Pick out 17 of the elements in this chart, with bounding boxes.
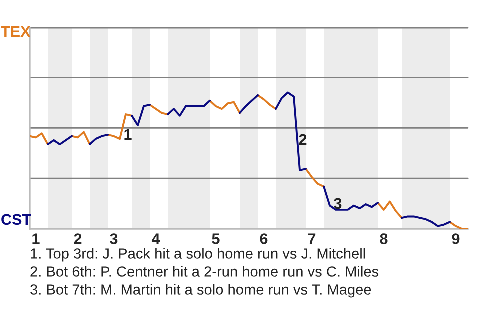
text: 2. Bot 6th: P. Centner hit a 2-run home run vs C. Miles xyxy=(30,266,379,277)
x-tick-label: 5 xyxy=(212,234,220,244)
text: TEX xyxy=(1,26,31,37)
x-tick-label: 4 xyxy=(152,234,160,244)
x-tick-label: 9 xyxy=(452,234,460,244)
text: CST xyxy=(2,214,32,226)
x-tick-label: 1 xyxy=(32,234,40,244)
x-tick-label: 2 xyxy=(74,234,82,244)
annotation: 2 xyxy=(299,134,307,145)
annotation: 1 xyxy=(124,129,132,140)
x-tick-label: 7 xyxy=(308,234,316,244)
text: 3. Bot 7th: M. Martin hit a solo home run vs T. Magee xyxy=(30,284,372,298)
x-tick-label: 6 xyxy=(260,234,268,244)
text: 1. Top 3rd: J. Pack hit a solo home run vs J. Mitchell xyxy=(31,248,366,262)
x-tick-label: 8 xyxy=(380,234,388,244)
x-tick-label: 3 xyxy=(110,234,118,244)
annotation: 3 xyxy=(334,198,342,210)
